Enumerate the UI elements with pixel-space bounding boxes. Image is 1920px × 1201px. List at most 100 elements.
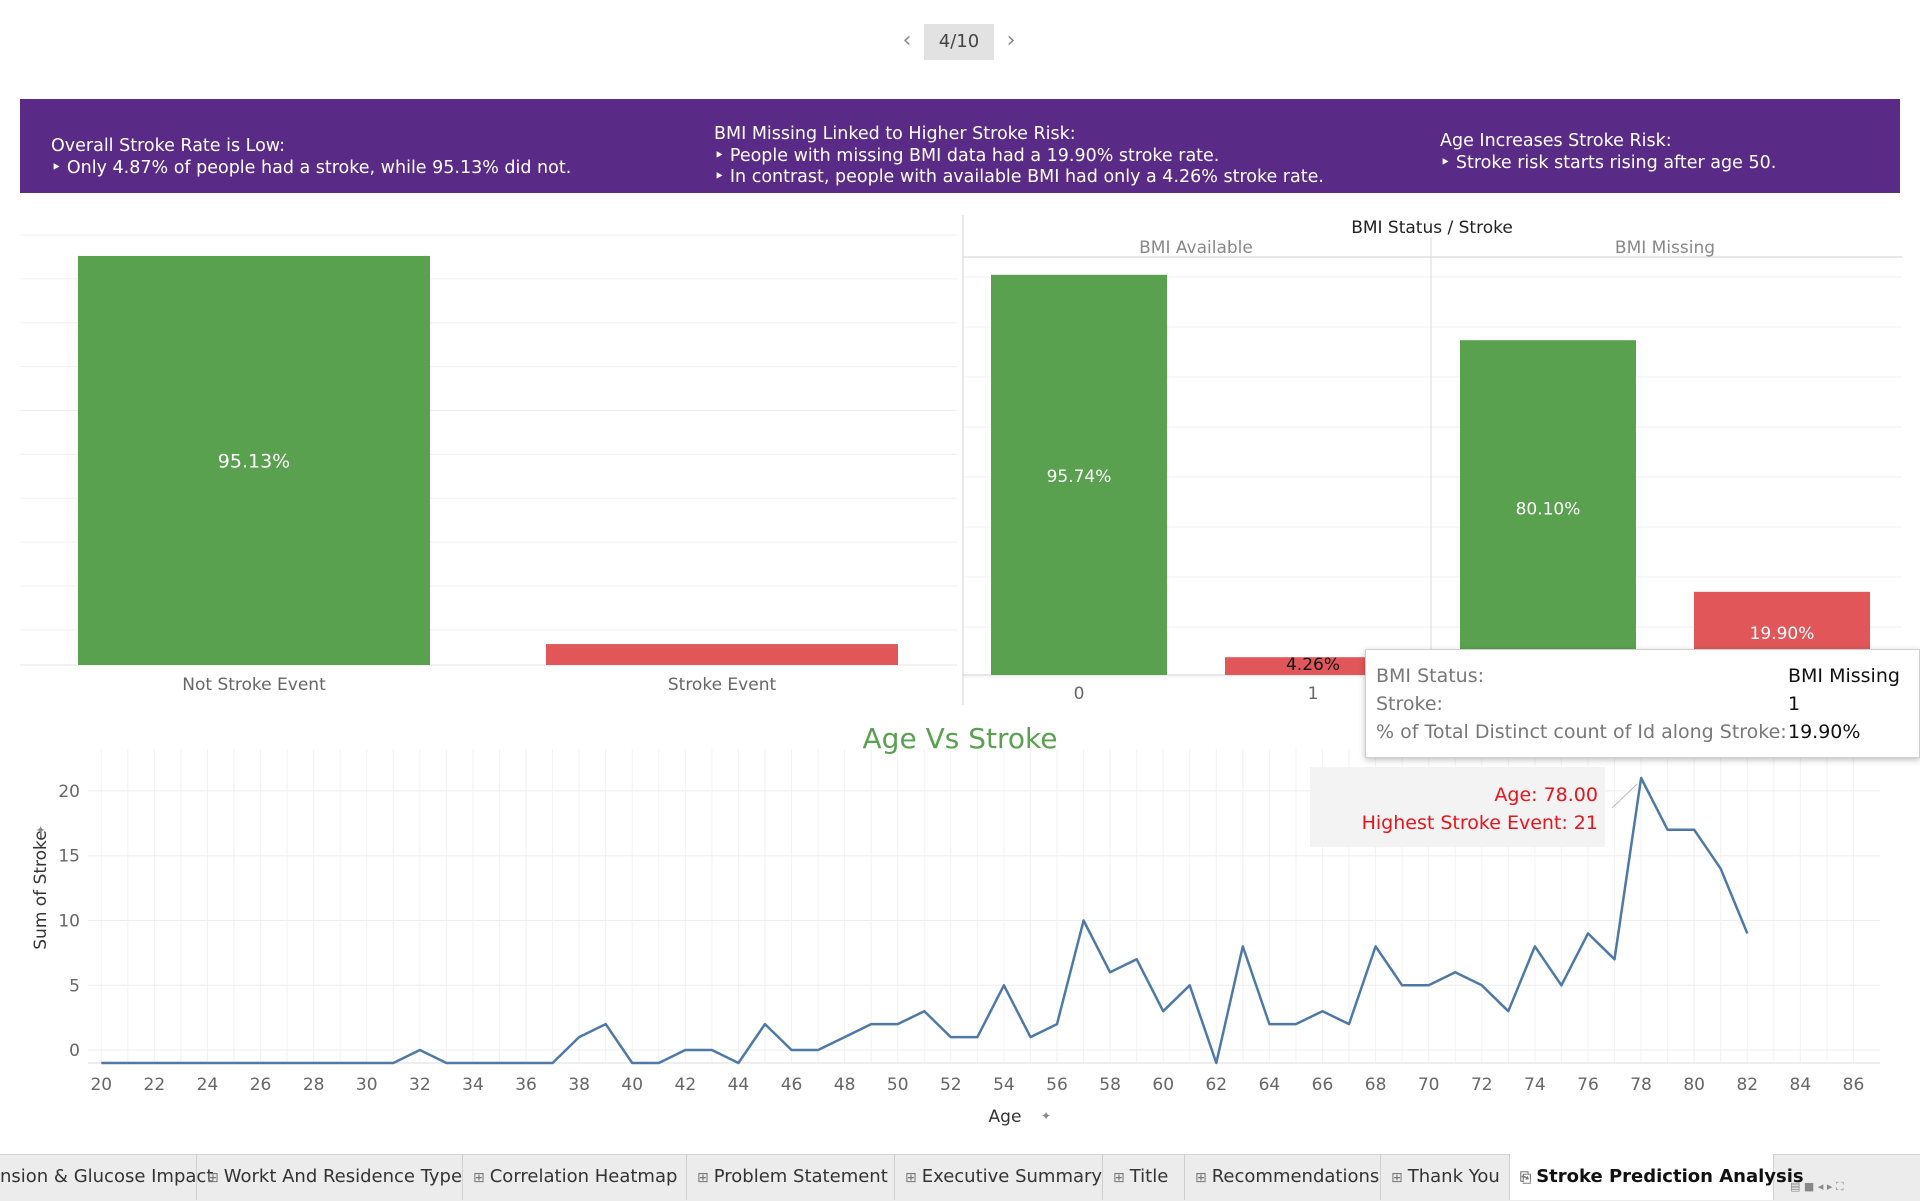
story-icon: ⎘ (1520, 1170, 1532, 1186)
bar[interactable] (1460, 340, 1636, 675)
tooltip-percent-value: 19.90% (1788, 721, 1861, 743)
y-tick-label: 15 (58, 847, 80, 867)
category-label: Stroke Event (668, 675, 777, 695)
tab-hypertension-glucose[interactable]: nsion & Glucose Impact (0, 1154, 213, 1200)
tab-label: Title (1129, 1166, 1169, 1187)
page-indicator[interactable]: 4/10 (924, 24, 994, 60)
scroll-right-icon[interactable]: ▸ (1826, 1180, 1833, 1193)
bar[interactable] (546, 644, 898, 665)
chevron-left-icon: ‹ (902, 28, 912, 53)
tab-label: nsion & Glucose Impact (0, 1166, 214, 1187)
chart-title: BMI Status / Stroke (1351, 218, 1513, 238)
x-tick-label: 46 (781, 1075, 803, 1095)
x-tick-label: 34 (462, 1075, 484, 1095)
tab-stroke-prediction-analysis[interactable]: ⎘ Stroke Prediction Analysis (1510, 1154, 1804, 1200)
annotation-highest: Highest Stroke Event: 21 (1362, 812, 1598, 834)
grid-icon: ⊞ (697, 1170, 709, 1186)
banner-col2-line2: ‣ In contrast, people with available BMI… (714, 167, 1324, 187)
tab-label: Executive Summary (921, 1166, 1103, 1187)
panel-header: BMI Missing (1615, 238, 1715, 258)
x-tick-label: 26 (250, 1075, 272, 1095)
x-tick-label: 20 (90, 1075, 112, 1095)
x-axis-title: Age (989, 1107, 1022, 1127)
x-tick-label: 64 (1259, 1075, 1281, 1095)
x-tick-label: 78 (1630, 1075, 1652, 1095)
list-view-icon[interactable]: ▤ (1790, 1180, 1801, 1193)
pin-icon: ✦ (34, 825, 48, 835)
tab-recommendations[interactable]: ⊞ Recommendations (1185, 1154, 1381, 1200)
category-label: 1 (1308, 684, 1319, 704)
x-tick-label: 74 (1524, 1075, 1546, 1095)
x-tick-label: 54 (993, 1075, 1015, 1095)
tab-correlation-heatmap[interactable]: ⊞ Correlation Heatmap (463, 1154, 687, 1200)
x-tick-label: 70 (1418, 1075, 1440, 1095)
grid-icon: ⊞ (473, 1170, 485, 1186)
tab-label: Correlation Heatmap (489, 1166, 678, 1187)
grid-icon: ⊞ (1113, 1170, 1125, 1186)
tab-title[interactable]: ⊞ Title (1103, 1154, 1185, 1200)
x-tick-label: 60 (1152, 1075, 1174, 1095)
x-tick-label: 40 (621, 1075, 643, 1095)
x-tick-label: 24 (197, 1075, 219, 1095)
bar[interactable] (1225, 657, 1401, 675)
banner-col2-title: BMI Missing Linked to Higher Stroke Risk… (714, 124, 1076, 144)
insight-banner (20, 99, 1900, 193)
x-tick-label: 30 (356, 1075, 378, 1095)
chart-title: Age Vs Stroke (863, 722, 1058, 755)
banner-col2-line1: ‣ People with missing BMI data had a 19.… (714, 146, 1220, 166)
bar[interactable] (991, 274, 1167, 675)
x-tick-label: 38 (568, 1075, 590, 1095)
tooltip-percent-label: % of Total Distinct count of Id along St… (1376, 721, 1787, 743)
banner-col1-line1: ‣ Only 4.87% of people had a stroke, whi… (51, 158, 572, 178)
tab-executive-summary[interactable]: ⊞ Executive Summary (895, 1154, 1103, 1200)
x-tick-label: 86 (1843, 1075, 1865, 1095)
y-tick-label: 5 (69, 976, 80, 996)
series-line-sum-of-stroke[interactable] (101, 776, 1749, 1065)
prev-page-button[interactable]: ‹ (897, 28, 917, 54)
square-icon[interactable]: ■ (1803, 1180, 1815, 1193)
x-tick-label: 56 (1046, 1075, 1068, 1095)
annotation-box (1310, 767, 1605, 847)
pin-icon: ✦ (1041, 1109, 1051, 1123)
tooltip-stroke-label: Stroke: (1376, 693, 1443, 715)
x-tick-label: 76 (1577, 1075, 1599, 1095)
x-tick-label: 32 (409, 1075, 431, 1095)
x-tick-label: 80 (1683, 1075, 1705, 1095)
x-tick-label: 58 (1099, 1075, 1121, 1095)
category-label: Not Stroke Event (182, 675, 326, 695)
fullscreen-icon[interactable]: ⛶ (1835, 1180, 1844, 1193)
x-tick-label: 36 (515, 1075, 537, 1095)
overall-stroke-chart[interactable]: 95.13% Not Stroke Event Stroke Event (20, 215, 960, 705)
tab-label: Thank You (1407, 1166, 1500, 1187)
panel-header: BMI Available (1139, 238, 1253, 258)
bar[interactable] (78, 255, 430, 665)
tab-thank-you[interactable]: ⊞ Thank You (1381, 1154, 1510, 1200)
x-tick-label: 44 (728, 1075, 750, 1095)
x-tick-label: 62 (1205, 1075, 1227, 1095)
tooltip: BMI Status: BMI Missing Stroke: 1 % of T… (1365, 649, 1920, 758)
chevron-right-icon: › (1006, 28, 1016, 53)
tab-label: Problem Statement (713, 1166, 888, 1187)
x-tick-label: 68 (1365, 1075, 1387, 1095)
age-vs-stroke-chart[interactable]: Age Vs Stroke 0 5 10 15 20 20 22 24 26 28 30 32 34 36 3… (20, 715, 1900, 1135)
x-tick-label: 84 (1790, 1075, 1812, 1095)
annotation-leader (1611, 783, 1638, 809)
tab-controls[interactable]: ▤ ■ ◂ ▸ ⛶ (1790, 1180, 1844, 1194)
bar-label: 95.74% (1047, 467, 1112, 487)
bar-label: 4.26% (1286, 655, 1340, 675)
annotation-age: Age: 78.00 (1494, 784, 1598, 806)
x-tick-label: 48 (834, 1075, 856, 1095)
bmi-status-chart[interactable]: BMI Status / Stroke BMI Available 95.74% 0 4… (962, 215, 1902, 705)
scroll-left-icon[interactable]: ◂ (1817, 1180, 1824, 1193)
next-page-button[interactable]: › (1001, 28, 1021, 54)
x-tick-label: 42 (675, 1075, 697, 1095)
x-tick-label: 50 (887, 1075, 909, 1095)
tab-work-residence[interactable]: ⊞ Workt And Residence Type (197, 1154, 463, 1200)
bar-label: 19.90% (1750, 624, 1815, 644)
x-tick-label: 52 (940, 1075, 962, 1095)
grid-icon: ⊞ (905, 1170, 917, 1186)
tooltip-bmi-status-label: BMI Status: (1376, 665, 1485, 687)
grid-icon: ⊞ (207, 1170, 219, 1186)
tab-problem-statement[interactable]: ⊞ Problem Statement (687, 1154, 895, 1200)
x-tick-label: 28 (303, 1075, 325, 1095)
